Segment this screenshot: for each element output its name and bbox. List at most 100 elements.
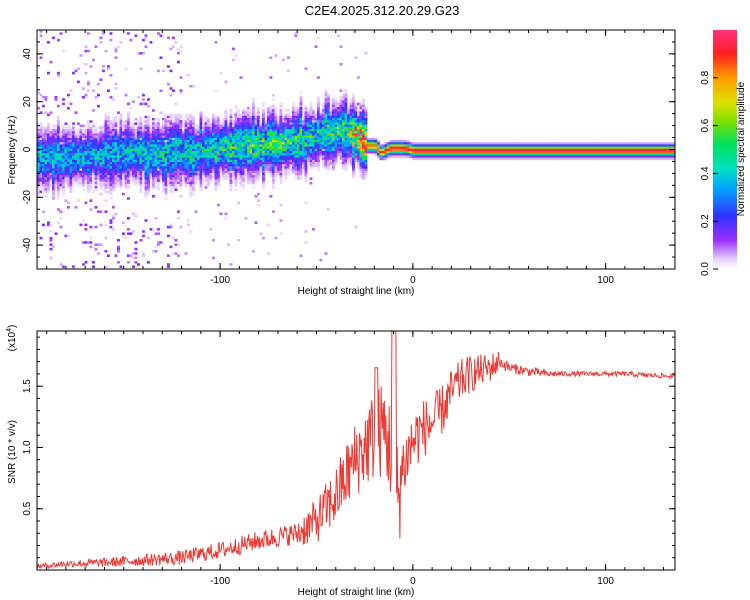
- heatmap-cell: [189, 164, 193, 167]
- heatmap-cell: [352, 30, 355, 33]
- heatmap-cell: [89, 186, 93, 189]
- heatmap-cell: [299, 120, 303, 123]
- heatmap-cell: [299, 118, 303, 121]
- heatmap-cell: [149, 170, 153, 174]
- heatmap-cell: [412, 153, 415, 156]
- heatmap-cell: [299, 166, 303, 169]
- heatmap-cell: [39, 164, 43, 167]
- heatmap-cell: [42, 104, 45, 108]
- heatmap-cell: [219, 129, 223, 132]
- heatmap-cell: [114, 173, 118, 176]
- heatmap-cell: [257, 166, 260, 169]
- heatmap-cell: [52, 124, 55, 128]
- heatmap-cell: [269, 140, 273, 143]
- heatmap-cell: [247, 181, 250, 185]
- heatmap-cell: [104, 49, 108, 53]
- heatmap-cell: [94, 146, 98, 150]
- heatmap-cell: [497, 142, 500, 145]
- heatmap-cell: [187, 219, 190, 222]
- heatmap-cell: [214, 168, 218, 172]
- heatmap-cell: [364, 124, 368, 128]
- heatmap-cell: [342, 118, 345, 121]
- heatmap-cell: [382, 151, 385, 154]
- heatmap-cell: [339, 126, 343, 130]
- heatmap-cell: [332, 120, 335, 123]
- heatmap-cell: [62, 177, 65, 180]
- heatmap-cell: [37, 129, 40, 132]
- heatmap-cell: [229, 186, 233, 189]
- heatmap-cell: [164, 133, 168, 136]
- heatmap-cell: [337, 113, 340, 117]
- heatmap-cell: [354, 135, 358, 139]
- heatmap-cell: [57, 186, 60, 189]
- heatmap-cell: [317, 155, 320, 158]
- heatmap-cell: [274, 162, 278, 165]
- heatmap-cell: [62, 131, 65, 134]
- heatmap-cell: [512, 142, 515, 145]
- heatmap-cell: [117, 261, 120, 264]
- heatmap-cell: [154, 173, 158, 176]
- heatmap-cell: [87, 89, 90, 92]
- heatmap-cell: [189, 113, 193, 117]
- heatmap-cell: [362, 120, 365, 123]
- heatmap-cell: [119, 181, 123, 185]
- heatmap-cell: [239, 118, 243, 121]
- heatmap-cell: [162, 190, 165, 194]
- heatmap-cell: [112, 148, 115, 152]
- heatmap-cell: [412, 151, 415, 154]
- heatmap-cell: [407, 151, 410, 154]
- heatmap-cell: [47, 177, 50, 180]
- heatmap-cell: [324, 124, 328, 128]
- heatmap-cell: [269, 195, 273, 198]
- heatmap-cell: [54, 142, 58, 145]
- heatmap-cell: [279, 120, 283, 123]
- heatmap-cell: [214, 166, 218, 169]
- heatmap-cell: [112, 168, 115, 172]
- heatmap-cell: [234, 162, 238, 165]
- heatmap-cell: [87, 157, 90, 161]
- heatmap-cell: [114, 56, 118, 59]
- heatmap-cell: [167, 164, 170, 167]
- heatmap-cell: [132, 265, 135, 268]
- heatmap-cell: [492, 142, 495, 145]
- heatmap-cell: [272, 186, 275, 189]
- heatmap-cell: [252, 250, 255, 253]
- heatmap-cell: [39, 168, 43, 172]
- heatmap-cell: [74, 157, 78, 161]
- heatmap-cell: [179, 170, 183, 174]
- heatmap-cell: [299, 100, 303, 103]
- heatmap-cell: [154, 175, 158, 178]
- heatmap-cell: [122, 140, 125, 143]
- heatmap-cell: [312, 166, 315, 169]
- heatmap-cell: [507, 155, 510, 158]
- heatmap-cell: [62, 157, 65, 161]
- heatmap-cell: [497, 153, 500, 156]
- heatmap-cell: [539, 148, 543, 152]
- heatmap-cell: [324, 162, 328, 165]
- heatmap-cell: [59, 133, 63, 136]
- heatmap-cell: [52, 168, 55, 172]
- heatmap-cell: [279, 124, 283, 128]
- heatmap-cell: [62, 166, 65, 169]
- heatmap-cell: [324, 137, 328, 141]
- heatmap-cell: [287, 166, 290, 169]
- heatmap-cell: [52, 129, 55, 132]
- heatmap-cell: [109, 190, 113, 194]
- heatmap-cell: [89, 151, 93, 154]
- heatmap-cell: [187, 142, 190, 145]
- heatmap-cell: [137, 177, 140, 180]
- heatmap-cell: [124, 175, 128, 178]
- heatmap-cell: [204, 131, 208, 134]
- heatmap-cell: [114, 124, 118, 128]
- heatmap-cell: [362, 100, 365, 103]
- heatmap-cell: [327, 118, 330, 121]
- heatmap-cell: [194, 144, 198, 147]
- heatmap-cell: [322, 140, 325, 143]
- heatmap-cell: [237, 175, 240, 178]
- heatmap-cell: [127, 131, 130, 134]
- heatmap-cell: [217, 146, 220, 150]
- heatmap-cell: [37, 192, 40, 196]
- heatmap-cell: [182, 164, 185, 167]
- heatmap-cell: [297, 148, 300, 152]
- heatmap-cell: [309, 122, 313, 125]
